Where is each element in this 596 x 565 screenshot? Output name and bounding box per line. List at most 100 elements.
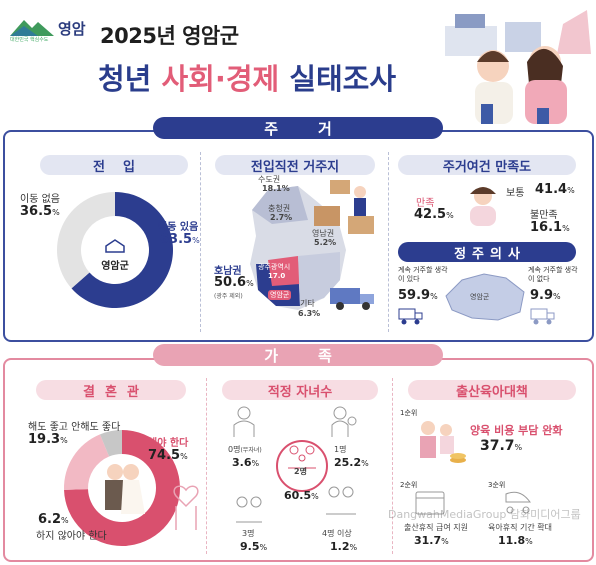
policy-first-value: 37.7% <box>480 438 523 454</box>
page-subtitle: 청년 사회·경제 실태조사 <box>98 62 397 96</box>
divider <box>206 378 208 554</box>
divider <box>392 378 394 554</box>
move-in-center-label: 영암군 <box>101 261 129 272</box>
couple-wedding-icon <box>105 464 145 514</box>
children-two-highlight <box>276 440 328 492</box>
family-money-icon <box>420 421 466 463</box>
children-three-value: 9.5% <box>240 540 268 553</box>
children-zero-label: 0명(무자녀) <box>228 445 262 454</box>
yeongam-pin-label: 영암군 <box>268 290 292 300</box>
children-one-label: 1명 <box>334 445 347 454</box>
calendar-icon <box>415 491 445 515</box>
chungcheong-label: 충청권 <box>268 204 291 213</box>
policy-third-rank: 3순위 <box>488 481 506 489</box>
move-in-center: 영암군 <box>96 238 134 272</box>
person-icon <box>233 406 255 437</box>
capital-label: 수도권 <box>258 175 281 184</box>
settle-map-label: 영암군 <box>470 293 490 301</box>
marriage-pie-chart <box>64 430 180 546</box>
children-four-value: 1.2% <box>330 540 358 553</box>
page-title: 2025년 영암군 <box>100 24 239 48</box>
watermark: DangwahMediaGroup 담화미디어그룹 <box>388 508 581 521</box>
moving-boxes-icon <box>314 180 374 234</box>
neutral-value: 41.4% <box>535 182 575 197</box>
marriage-shouldnt-value: 6.2% <box>38 512 69 527</box>
logo-tagline: 대한민국 핵심수도 <box>10 37 49 43</box>
satisfied-value: 42.5% <box>414 207 454 222</box>
family-banner: 가족 <box>153 344 443 366</box>
no-move-label: 이동 없음 <box>20 194 60 205</box>
children-title: 적정 자녀수 <box>222 380 378 400</box>
policy-second-rank: 2순위 <box>400 481 418 489</box>
policy-second-value: 31.7% <box>414 534 449 547</box>
settle-no-label: 계속 거주할 생각이 없다 <box>528 266 578 283</box>
policy-title: 출산육아대책 <box>408 380 576 400</box>
children-two-label: 2명 <box>294 467 307 476</box>
housing-banner: 주거 <box>153 117 443 139</box>
settle-yes-label: 계속 거주할 생각이 있다 <box>398 266 448 283</box>
settle-no-value: 9.9% <box>530 288 561 303</box>
yeongnam-label: 영남권 <box>312 229 335 238</box>
no-move-value: 36.5% <box>20 204 60 219</box>
other-value: 6.3% <box>298 309 321 318</box>
yeongnam-value: 5.2% <box>314 238 337 247</box>
divider <box>200 152 202 332</box>
policy-third-label: 육아휴직 기간 확대 <box>488 523 552 532</box>
move-in-title: 전입 <box>40 155 188 175</box>
pie-slice-moved <box>71 192 173 308</box>
neutral-label: 보통 <box>506 188 525 199</box>
heart-arch-icon <box>173 485 199 530</box>
person-house-icon <box>470 187 496 226</box>
parent-child-icon <box>331 406 357 437</box>
capital-value: 18.1% <box>262 184 290 193</box>
family-icon <box>288 445 316 469</box>
honam-note: (광주 제외) <box>214 293 243 300</box>
logo-name: 영암 <box>58 20 86 38</box>
children-two-value: 60.5% <box>284 489 319 502</box>
settle-title: 정주의사 <box>398 242 576 262</box>
marriage-should-label: 해야 한다 <box>148 438 189 449</box>
honam-value: 50.6% <box>214 275 254 290</box>
dissatisfied-value: 16.1% <box>530 220 570 235</box>
marriage-title: 결혼관 <box>36 380 186 400</box>
pie-slice-no-move <box>57 192 115 289</box>
logo: 대한민국 핵심수도 영암 <box>8 16 98 43</box>
policy-first-label: 양육 비용 부담 완화 <box>470 424 563 437</box>
family-three-icon <box>236 496 262 523</box>
chungcheong-value: 2.7% <box>270 213 293 222</box>
marriage-shouldnt-label: 하지 않아야 한다 <box>36 531 107 542</box>
pie-slice-should-not <box>99 430 122 457</box>
truck-small-icon <box>530 308 555 325</box>
other-label: 기타 <box>300 299 315 308</box>
marriage-either-label: 해도 좋고 안해도 좋다 <box>28 422 121 433</box>
marriage-either-value: 19.3% <box>28 432 68 447</box>
moved-label: 이동 있음 <box>158 222 199 233</box>
policy-first-rank: 1순위 <box>400 409 418 417</box>
gwangju-label: 광주광역시 <box>258 263 291 271</box>
satisfied-label: 만족 <box>416 198 435 209</box>
yeongam-map <box>445 273 525 321</box>
children-one-value: 25.2% <box>334 456 369 469</box>
gwangju-value: 17.0 <box>268 272 286 280</box>
pie-slice-should-marry <box>64 430 180 546</box>
children-zero-value: 3.6% <box>232 456 260 469</box>
stroller-icon <box>505 491 531 514</box>
prev-residence-title: 전입직전 거주지 <box>215 155 375 175</box>
moved-value: 63.5% <box>160 232 200 247</box>
policy-second-label: 출산휴직 급여 지원 <box>404 523 468 532</box>
mountain-logo-icon <box>10 20 54 36</box>
couple-illustration <box>445 10 591 124</box>
truck-small-icon <box>398 308 423 325</box>
children-four-label: 4명 이상 <box>322 529 352 538</box>
policy-third-value: 11.8% <box>498 534 533 547</box>
family-four-icon <box>326 486 356 515</box>
divider <box>388 152 390 332</box>
truck-icon <box>330 288 374 310</box>
dissatisfied-label: 불만족 <box>530 210 558 221</box>
honam-label: 호남권 <box>214 266 242 277</box>
move-in-pie-chart <box>57 192 173 308</box>
pie-slice-either <box>64 434 110 490</box>
satisfaction-title: 주거여건 만족도 <box>398 155 576 175</box>
house-icon <box>105 239 125 253</box>
settle-yes-value: 59.9% <box>398 288 438 303</box>
